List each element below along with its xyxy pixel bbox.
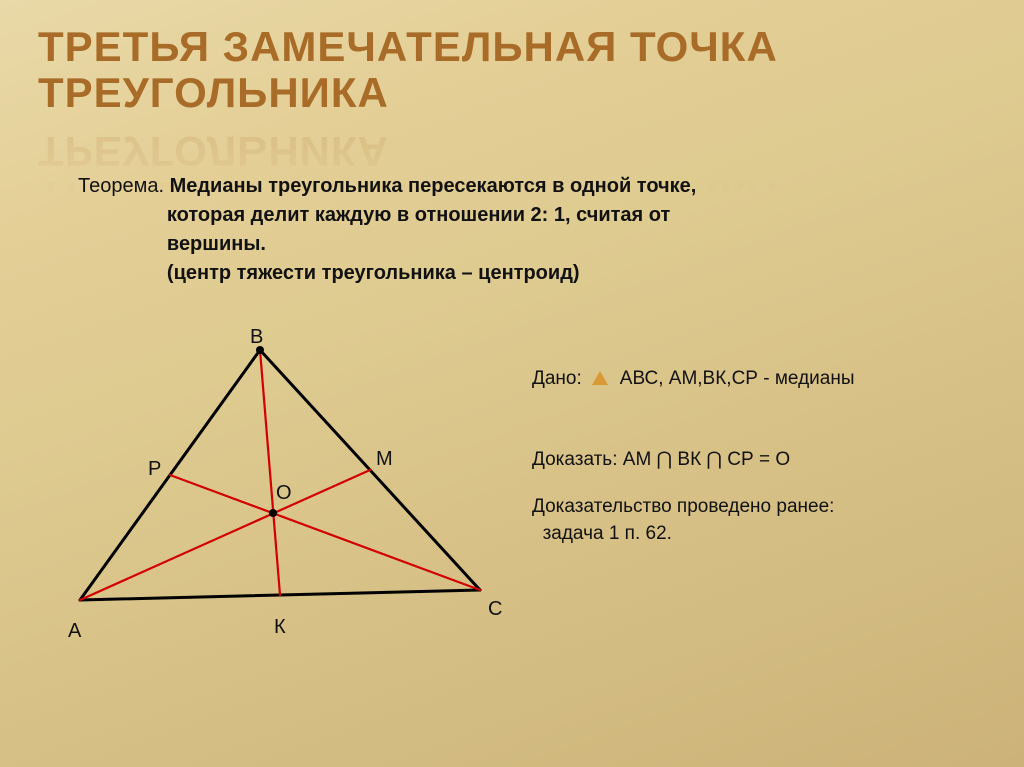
proof-line-1: Доказательство проведено ранее:: [532, 496, 834, 517]
theorem-line-3: вершины.: [167, 233, 266, 255]
prove-label: Доказать:: [532, 449, 617, 470]
point-label-B: В: [250, 326, 263, 349]
title-line-1: ТРЕТЬЯ ЗАМЕЧАТЕЛЬНАЯ ТОЧКА: [38, 23, 778, 70]
point-label-O: О: [276, 482, 292, 505]
slide: ТРЕТЬЯ ЗАМЕЧАТЕЛЬНАЯ ТОЧКА ТРЕУГОЛЬНИКА …: [0, 0, 1024, 767]
point-label-K: К: [274, 616, 286, 639]
point-label-P: Р: [148, 458, 161, 481]
theorem-line-4: (центр тяжести треугольника – центроид): [167, 262, 580, 284]
prove-text: АМ ⋂ ВК ⋂ СР = О: [623, 449, 790, 470]
proof-reference: Доказательство проведено ранее: задача 1…: [532, 494, 834, 547]
given-label: Дано:: [532, 368, 582, 390]
diagram-svg: [40, 320, 520, 640]
point-label-M: М: [376, 448, 393, 471]
triangle-icon: [592, 371, 608, 385]
given-block: Дано: АВС, АМ,ВК,СР - медианы: [532, 368, 854, 390]
given-text: АВС, АМ,ВК,СР - медианы: [620, 368, 855, 390]
point-label-C: С: [488, 598, 502, 621]
point-label-A: А: [68, 620, 81, 643]
title-line-2: ТРЕУГОЛЬНИКА: [38, 69, 389, 116]
theorem-text: Теорема. Медианы треугольника пересекают…: [78, 172, 1024, 288]
theorem-line-1: Медианы треугольника пересекаются в одно…: [170, 175, 697, 197]
triangle-diagram: А В С Р М К О: [40, 320, 520, 640]
proof-line-2: задача 1 п. 62.: [543, 523, 672, 544]
theorem-label: Теорема.: [78, 175, 170, 197]
prove-block: Доказать: АМ ⋂ ВК ⋂ СР = О: [532, 448, 790, 471]
theorem-line-2: которая делит каждую в отношении 2: 1, с…: [167, 204, 670, 226]
slide-title: ТРЕТЬЯ ЗАМЕЧАТЕЛЬНАЯ ТОЧКА ТРЕУГОЛЬНИКА: [0, 0, 1024, 124]
